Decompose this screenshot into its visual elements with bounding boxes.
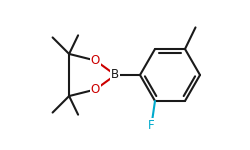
Text: B: B: [111, 69, 120, 81]
Text: O: O: [91, 83, 100, 96]
Text: F: F: [148, 119, 155, 132]
Text: O: O: [91, 54, 100, 67]
